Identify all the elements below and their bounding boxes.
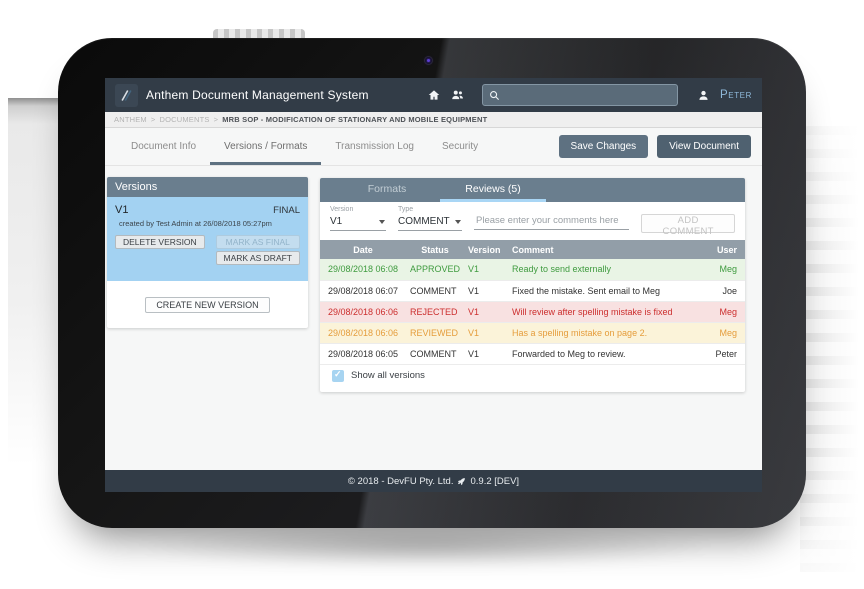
table-row[interactable]: 29/08/2018 06:08 APPROVED V1 Ready to se… — [320, 259, 745, 281]
cell-status: COMMENT — [406, 280, 464, 302]
version-status-badge: FINAL — [273, 205, 300, 216]
cell-version: V1 — [464, 259, 508, 281]
version-select-label: Version — [330, 206, 354, 213]
breadcrumb-separator: > — [150, 115, 156, 124]
cell-comment: Fixed the mistake. Sent email to Meg — [508, 280, 693, 302]
tab-document-info[interactable]: Document Info — [131, 140, 197, 152]
tab-security[interactable]: Security — [441, 140, 479, 152]
breadcrumb-link-documents[interactable]: DOCUMENTS — [159, 115, 210, 124]
cell-date: 29/08/2018 06:08 — [320, 259, 406, 281]
table-row[interactable]: 29/08/2018 06:05 COMMENT V1 Forwarded to… — [320, 343, 745, 365]
cell-comment: Ready to send externally — [508, 259, 693, 281]
mark-as-draft-button[interactable]: MARK AS DRAFT — [215, 251, 300, 265]
search-input[interactable] — [504, 89, 671, 101]
column-header-version: Version — [464, 240, 508, 259]
reviews-panel: Formats Reviews (5) Version V1 Type COMM… — [320, 178, 745, 392]
breadcrumb: ANTHEM > DOCUMENTS > MRB SOP - MODIFICAT… — [105, 112, 762, 128]
cell-version: V1 — [464, 280, 508, 302]
tablet-device-frame: Anthem Document Management System — [58, 38, 806, 528]
cell-user: Joe — [693, 280, 745, 302]
device-shadow — [130, 524, 720, 568]
cell-comment: Will review after spelling mistake is fi… — [508, 301, 693, 323]
home-icon[interactable] — [426, 87, 442, 103]
cell-user: Meg — [693, 322, 745, 344]
rocket-icon — [458, 477, 466, 485]
current-user-name[interactable]: Peter — [719, 89, 752, 101]
cell-user: Meg — [693, 301, 745, 323]
cell-comment: Forwarded to Meg to review. — [508, 343, 693, 365]
anthem-logo-icon — [115, 83, 138, 107]
mark-as-final-button: MARK AS FINAL — [215, 235, 300, 249]
cell-comment: Has a spelling mistake on page 2. — [508, 322, 693, 344]
footer-version: 0.9.2 [DEV] — [470, 475, 520, 487]
user-avatar-icon[interactable] — [696, 87, 712, 103]
create-new-version-button[interactable]: CREATE NEW VERSION — [145, 296, 270, 313]
cell-version: V1 — [464, 322, 508, 344]
version-name: V1 — [115, 204, 129, 216]
tab-reviews[interactable]: Reviews (5) — [440, 178, 546, 202]
table-row[interactable]: 29/08/2018 06:07 COMMENT V1 Fixed the mi… — [320, 280, 745, 302]
versions-panel: Versions V1 FINAL created by Test Admin … — [107, 177, 308, 328]
version-select[interactable]: V1 — [330, 215, 386, 231]
table-header-row: Date Status Version Comment User — [320, 240, 745, 259]
versions-panel-title: Versions — [107, 177, 308, 197]
cell-status: COMMENT — [406, 343, 464, 365]
tab-transmission-log[interactable]: Transmission Log — [335, 140, 414, 152]
search-icon — [490, 90, 499, 100]
app-header: Anthem Document Management System — [105, 78, 762, 112]
app-title: Anthem Document Management System — [146, 88, 369, 102]
breadcrumb-current-document: MRB SOP - MODIFICATION OF STATIONARY AND… — [222, 115, 488, 124]
table-row[interactable]: 29/08/2018 06:06 REJECTED V1 Will review… — [320, 301, 745, 323]
cell-date: 29/08/2018 06:05 — [320, 343, 406, 365]
cell-version: V1 — [464, 301, 508, 323]
cell-status: APPROVED — [406, 259, 464, 281]
column-header-comment: Comment — [508, 240, 693, 259]
breadcrumb-separator: > — [213, 115, 219, 124]
save-changes-button[interactable]: Save Changes — [558, 135, 649, 158]
type-select-label: Type — [398, 206, 414, 213]
tab-formats[interactable]: Formats — [367, 183, 407, 195]
app-footer: © 2018 - DevFU Pty. Ltd. 0.9.2 [DEV] — [105, 470, 762, 492]
cell-date: 29/08/2018 06:06 — [320, 301, 406, 323]
cell-status: REVIEWED — [406, 322, 464, 344]
version-created-text: created by Test Admin at 26/08/2018 05:2… — [119, 219, 272, 228]
show-all-versions-label: Show all versions — [351, 370, 425, 381]
background-object-right — [800, 126, 864, 572]
background-object-left — [8, 98, 58, 466]
reviews-table: Date Status Version Comment User 29/08/2… — [320, 240, 745, 365]
column-header-user: User — [693, 240, 745, 259]
type-select[interactable]: COMMENT — [398, 215, 462, 231]
cell-status: REJECTED — [406, 301, 464, 323]
column-header-status: Status — [406, 240, 464, 259]
app-screen: Anthem Document Management System — [105, 78, 762, 492]
cell-date: 29/08/2018 06:06 — [320, 322, 406, 344]
delete-version-button[interactable]: DELETE VERSION — [115, 235, 205, 249]
reviews-tab-bar: Formats Reviews (5) — [320, 178, 745, 202]
add-comment-form: Version V1 Type COMMENT ADD COMMENT — [320, 202, 745, 240]
cell-date: 29/08/2018 06:07 — [320, 280, 406, 302]
camera-dot — [424, 56, 433, 65]
show-all-versions-checkbox[interactable] — [332, 369, 344, 382]
add-comment-button[interactable]: ADD COMMENT — [641, 214, 735, 237]
show-all-versions-row: Show all versions — [320, 365, 745, 387]
search-box — [481, 84, 678, 106]
view-document-button[interactable]: View Document — [657, 135, 751, 158]
users-icon[interactable] — [450, 87, 466, 103]
version-card-v1[interactable]: V1 FINAL created by Test Admin at 26/08/… — [107, 197, 308, 281]
breadcrumb-link-anthem[interactable]: ANTHEM — [114, 115, 147, 124]
footer-copyright: © 2018 - DevFU Pty. Ltd. — [347, 475, 454, 487]
table-row[interactable]: 29/08/2018 06:06 REVIEWED V1 Has a spell… — [320, 322, 745, 344]
cell-user: Meg — [693, 259, 745, 281]
cell-version: V1 — [464, 343, 508, 365]
document-tab-bar: Document Info Versions / Formats Transmi… — [105, 128, 762, 166]
column-header-date: Date — [320, 240, 406, 259]
comment-input[interactable] — [474, 215, 630, 230]
cell-user: Peter — [693, 343, 745, 365]
tab-versions-formats[interactable]: Versions / Formats — [210, 129, 322, 165]
